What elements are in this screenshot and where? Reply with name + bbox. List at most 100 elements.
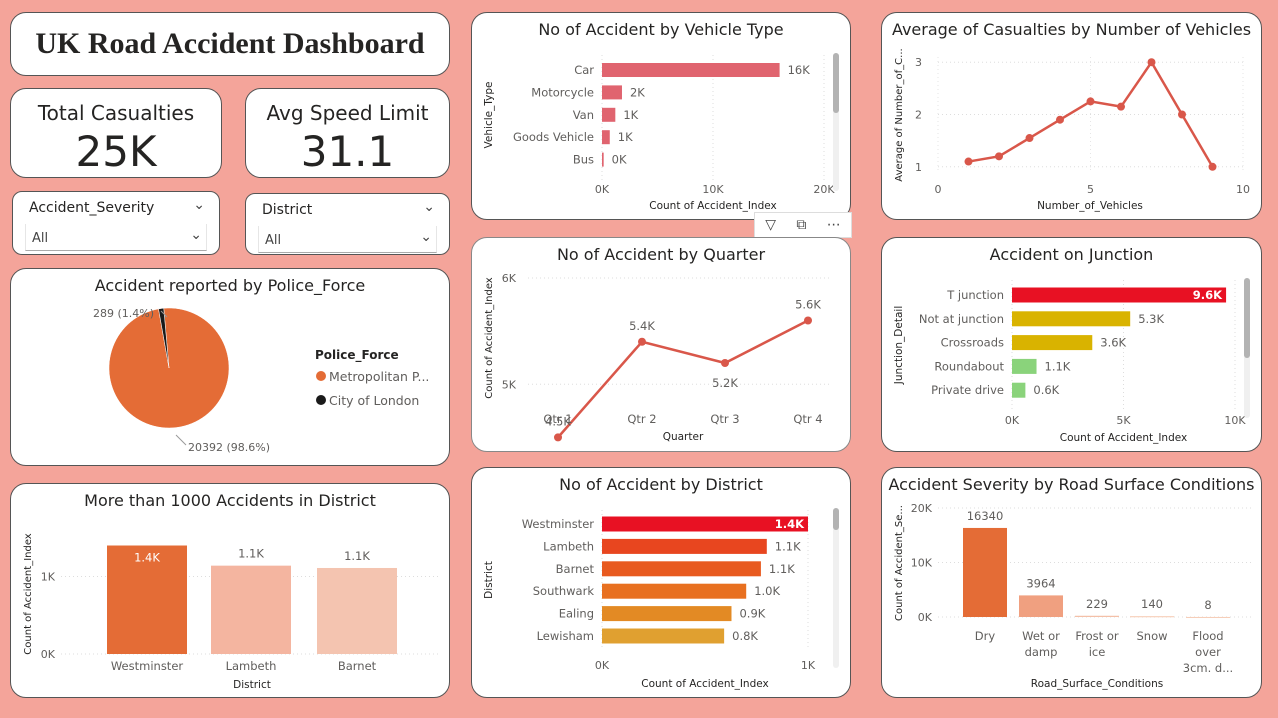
- x-category-label: Snow: [1136, 629, 1167, 643]
- data-label: 140: [1141, 597, 1163, 611]
- bar: [602, 583, 747, 599]
- y-tick-label: 5K: [502, 378, 517, 391]
- bar: [602, 538, 767, 554]
- chart-district[interactable]: No of Accident by District 0K 1K Westminst…: [471, 467, 851, 698]
- x-tick-label: Qtr 2: [627, 412, 656, 426]
- pie-slice: [158, 307, 170, 369]
- slicer-accident-severity[interactable]: Accident_Severity ⌄ All ⌄: [12, 191, 220, 255]
- y-tick-label: 0K: [41, 648, 56, 661]
- x-axis-title: Count of Accident_Index: [649, 200, 777, 212]
- y-tick-label: 1: [915, 161, 922, 174]
- x-axis-title: District: [233, 679, 271, 691]
- chevron-down-icon[interactable]: ⌄: [190, 227, 202, 243]
- scrollbar-track: [833, 508, 839, 668]
- y-category-label: T junction: [946, 288, 1004, 302]
- legend-marker: [316, 371, 326, 381]
- x-category-label: 3cm. d...: [1183, 661, 1233, 675]
- data-label: 1.1K: [769, 562, 795, 576]
- y-axis-title: Average of Number_of_C...: [894, 48, 905, 181]
- data-point: [554, 433, 562, 442]
- data-label: 5.2K: [712, 376, 738, 390]
- data-point: [804, 316, 812, 325]
- data-label: 229: [1086, 597, 1108, 611]
- y-category-label: Motorcycle: [531, 85, 594, 99]
- chart-junction[interactable]: Accident on Junction 0K 5K 10K T junction 9.…: [881, 237, 1262, 452]
- y-category-label: Not at junction: [919, 312, 1004, 326]
- y-category-label: Barnet: [556, 562, 595, 576]
- chart-title: More than 1000 Accidents in District: [84, 491, 376, 510]
- chevron-down-icon[interactable]: ⌄: [420, 229, 432, 245]
- y-axis-title: Vehicle_Type: [483, 82, 495, 149]
- x-tick-label: 0K: [1005, 414, 1020, 427]
- chart-title: No of Accident by District: [559, 475, 763, 494]
- data-point: [1056, 115, 1064, 124]
- leader-line: [175, 434, 187, 446]
- y-category-label: Private drive: [931, 383, 1004, 397]
- bar: [602, 130, 610, 145]
- y-axis-title: Count of Accident_Se...: [894, 505, 905, 621]
- bar: [1130, 616, 1174, 618]
- data-label: 8: [1204, 598, 1211, 612]
- data-label: 1K: [623, 108, 638, 122]
- data-point: [1086, 97, 1095, 106]
- data-label: 1.4K: [134, 551, 160, 565]
- bar: [602, 152, 604, 167]
- slicer-label: Accident_Severity: [29, 200, 155, 216]
- kpi-label: Avg Speed Limit: [266, 101, 429, 125]
- slicer-dropdown[interactable]: All ⌄: [25, 224, 207, 251]
- dashboard-title: UK Road Accident Dashboard: [35, 27, 425, 60]
- x-axis-title: Count of Accident_Index: [641, 678, 769, 690]
- data-label: 2K: [630, 85, 645, 99]
- y-axis-title: Count of Accident_Index: [484, 277, 495, 399]
- focus-mode-icon[interactable]: ⧉: [796, 217, 807, 233]
- x-category-label: Flood: [1192, 629, 1223, 643]
- x-category-label: damp: [1025, 645, 1058, 659]
- slicer-dropdown[interactable]: All ⌄: [258, 226, 437, 253]
- bar: [602, 85, 622, 100]
- chart-district-1000[interactable]: More than 1000 Accidents in District 0K 1…: [10, 483, 450, 698]
- chart-vehicle-type[interactable]: No of Accident by Vehicle Type 0K 10K 20K C…: [471, 12, 851, 220]
- y-tick-label: 2: [915, 109, 922, 122]
- bar: [602, 107, 616, 122]
- y-category-label: Roundabout: [934, 359, 1004, 373]
- chevron-down-icon[interactable]: ⌄: [193, 197, 205, 213]
- dashboard-title-card: UK Road Accident Dashboard: [10, 12, 450, 76]
- chart-police-force[interactable]: Accident reported by Police_Force 289 (1…: [10, 268, 450, 466]
- bar: [107, 545, 187, 654]
- y-category-label: Goods Vehicle: [513, 130, 594, 144]
- data-point: [721, 359, 729, 367]
- bar: [211, 565, 291, 654]
- y-axis-title: Junction_Detail: [893, 306, 905, 385]
- visual-header[interactable]: ▽ ⧉ ⋯: [754, 212, 852, 238]
- y-tick-label: 10K: [911, 557, 933, 570]
- bar: [1075, 615, 1119, 617]
- filter-icon[interactable]: ▽: [765, 217, 776, 233]
- kpi-avg-speed: Avg Speed Limit 31.1: [245, 88, 450, 178]
- data-label: 16340: [967, 509, 1004, 523]
- bar: [963, 527, 1007, 617]
- chevron-down-icon[interactable]: ⌄: [423, 199, 435, 215]
- y-category-label: Bus: [573, 153, 594, 167]
- x-axis-title: Quarter: [663, 431, 704, 443]
- data-label: 0K: [612, 153, 627, 167]
- data-point: [638, 337, 646, 346]
- slicer-district[interactable]: District ⌄ All ⌄: [245, 193, 450, 255]
- data-label: 4.5K: [545, 414, 571, 428]
- series-line: [557, 319, 809, 439]
- x-tick-label: Qtr 3: [710, 412, 739, 426]
- data-label: 1.1K: [775, 539, 801, 553]
- data-label: 5.4K: [629, 319, 655, 333]
- x-category-label: over: [1195, 645, 1221, 659]
- chart-casualties-vehicles[interactable]: Average of Casualties by Number of Vehic…: [881, 12, 1262, 220]
- kpi-total-casualties: Total Casualties 25K: [10, 88, 222, 178]
- data-point: [1117, 102, 1125, 111]
- data-label: 0.6K: [1033, 383, 1059, 397]
- data-label: 1.1K: [238, 547, 264, 561]
- bar: [1012, 358, 1037, 374]
- chart-road-surface[interactable]: Accident Severity by Road Surface Condit…: [881, 467, 1262, 698]
- more-options-icon[interactable]: ⋯: [826, 217, 841, 233]
- slicer-value: All: [32, 231, 49, 246]
- y-tick-label: 3: [915, 56, 922, 69]
